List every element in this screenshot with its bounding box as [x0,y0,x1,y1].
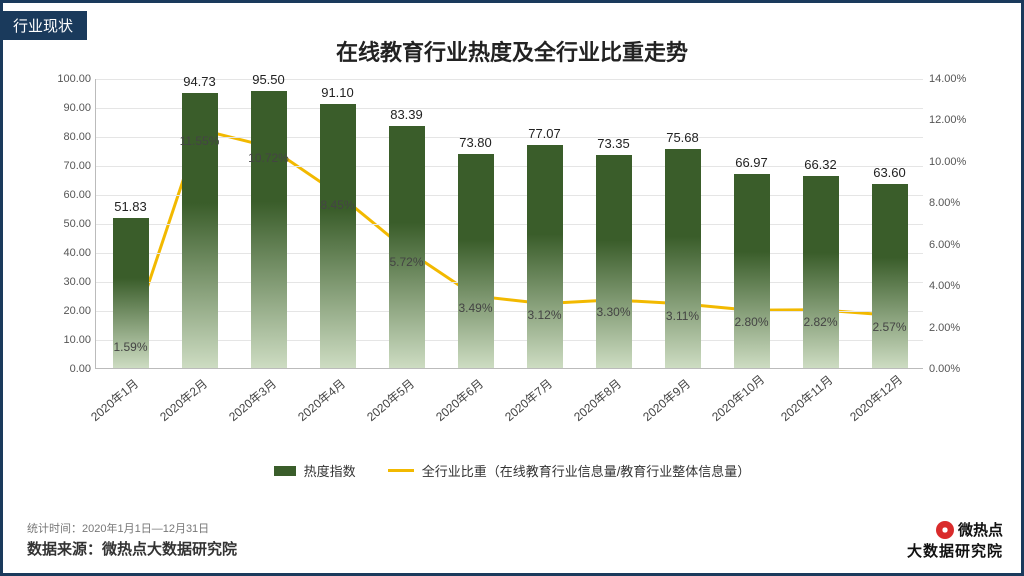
ytick-left: 40.00 [45,247,91,259]
plot-area: 51.8394.7395.5091.1083.3973.8077.0773.35… [95,79,923,369]
ytick-right: 10.00% [929,156,985,168]
bar [803,176,839,368]
bar [389,126,425,368]
chart-area: 0.00 10.00 20.00 30.00 40.00 50.00 60.00 70.00 8… [45,79,985,409]
bar-value-label: 63.60 [855,165,925,180]
line-value-label: 3.49% [458,301,492,315]
bar-value-label: 73.35 [579,136,649,151]
line-value-label: 1.59% [113,340,147,354]
ytick-left: 0.00 [45,363,91,375]
line-value-label: 3.30% [596,305,630,319]
legend-bar: 热度指数 [274,461,356,480]
bar-value-label: 66.32 [786,157,856,172]
bar [665,149,701,368]
bar [458,154,494,368]
logo-brand: 微热点 [907,519,1003,540]
bar-value-label: 94.73 [165,74,235,89]
legend-line-label: 全行业比重（在线教育行业信息量/教育行业整体信息量） [422,461,751,480]
ytick-left: 100.00 [45,73,91,85]
legend: 热度指数 全行业比重（在线教育行业信息量/教育行业整体信息量） [3,461,1021,480]
ytick-right: 6.00% [929,239,985,251]
chart-frame: 行业现状 在线教育行业热度及全行业比重走势 0.0010.0020.0030.0… [0,0,1024,576]
footer: 统计时间：2020年1月1日—12月31日 数据来源：微热点大数据研究院 [27,520,237,559]
ytick-right: 4.00% [929,280,985,292]
ytick-left: 30.00 [45,276,91,288]
bar-value-label: 95.50 [234,72,304,87]
bar-value-label: 73.80 [441,135,511,150]
bar-value-label: 77.07 [510,126,580,141]
bar [734,174,770,368]
ytick-right: 2.00% [929,322,985,334]
bar-value-label: 51.83 [96,199,166,214]
bar-value-label: 91.10 [303,85,373,100]
legend-bar-label: 热度指数 [304,461,356,480]
bar [320,104,356,368]
legend-line: 全行业比重（在线教育行业信息量/教育行业整体信息量） [388,461,751,480]
x-category-label: 2020年1月 [86,375,141,425]
stat-time: 统计时间：2020年1月1日—12月31日 [27,520,237,536]
x-category-label: 2020年12月 [845,371,905,425]
line-value-label: 5.72% [389,255,423,269]
bar [596,155,632,368]
bar [251,91,287,368]
ytick-left: 80.00 [45,131,91,143]
line-swatch-icon [388,469,414,472]
x-category-label: 2020年10月 [707,371,767,425]
line-value-label: 10.72% [248,151,289,165]
line-value-label: 3.11% [666,309,699,323]
x-axis-labels: 2020年1月2020年2月2020年3月2020年4月2020年5月2020年… [95,373,923,433]
ytick-right: 0.00% [929,363,985,375]
x-category-label: 2020年2月 [155,375,210,425]
x-category-label: 2020年7月 [500,375,555,425]
line-value-label: 2.82% [803,315,837,329]
ytick-left: 90.00 [45,102,91,114]
line-value-label: 11.55% [180,134,220,148]
bar [527,145,563,369]
bar-swatch-icon [274,466,296,476]
bar-value-label: 66.97 [717,155,787,170]
ytick-right: 14.00% [929,73,985,85]
ytick-left: 20.00 [45,305,91,317]
bar-value-label: 83.39 [372,107,442,122]
x-category-label: 2020年8月 [569,375,624,425]
x-category-label: 2020年11月 [776,371,835,425]
data-source: 数据来源：微热点大数据研究院 [27,538,237,559]
ytick-left: 70.00 [45,160,91,172]
ytick-right: 12.00% [929,114,985,126]
logo-brand-text: 微热点 [958,519,1003,540]
line-value-label: 2.57% [872,320,906,334]
ytick-left: 10.00 [45,334,91,346]
chart-title: 在线教育行业热度及全行业比重走势 [3,35,1021,67]
ytick-left: 50.00 [45,218,91,230]
bar [872,184,908,368]
line-value-label: 2.80% [734,315,768,329]
x-category-label: 2020年3月 [224,375,279,425]
logo-sub: 大数据研究院 [907,540,1003,561]
x-category-label: 2020年6月 [431,375,486,425]
ytick-right: 8.00% [929,197,985,209]
line-value-label: 8.45% [320,198,354,212]
line-value-label: 3.12% [527,308,561,322]
eye-icon [936,521,954,539]
x-category-label: 2020年5月 [362,375,417,425]
logo: 微热点 大数据研究院 [907,519,1003,561]
ytick-left: 60.00 [45,189,91,201]
x-category-label: 2020年9月 [638,375,693,425]
x-category-label: 2020年4月 [293,375,348,425]
bar-value-label: 75.68 [648,130,718,145]
